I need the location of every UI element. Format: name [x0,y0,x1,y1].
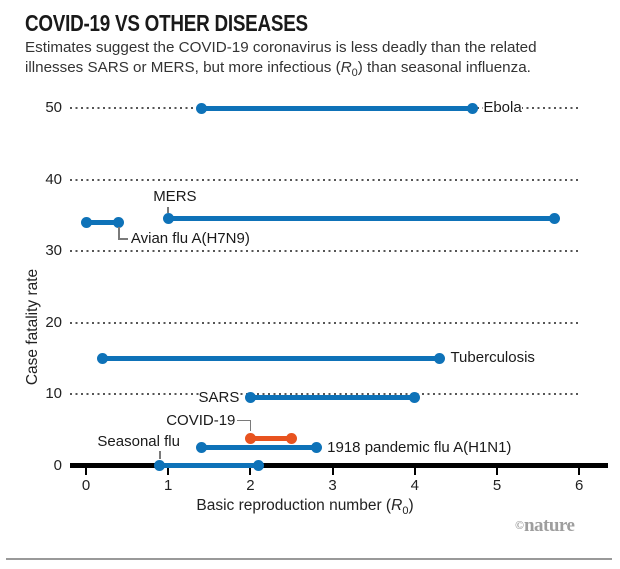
x-axis-r0-subscript: 0 [402,505,409,518]
x-axis-title: Basic reproduction number (R0) [130,497,480,517]
leader-line [118,227,120,240]
disease-dot [253,460,265,471]
leader-line [167,206,169,214]
x-axis-tick [496,467,498,475]
disease-bar-mers [168,216,555,222]
subtitle-r0-subscript: 0 [351,67,358,80]
bottom-divider [6,558,612,560]
x-axis-line [70,463,608,468]
subtitle-line1: Estimates suggest the COVID-19 coronavir… [25,39,537,56]
x-axis-r0-symbol: R [391,497,403,514]
nature-credit: ©nature [515,515,575,537]
x-tick-label: 5 [492,477,502,494]
disease-bar-seasonal-flu [159,463,259,468]
disease-label-mers: MERS [153,187,197,206]
leader-line [118,238,129,240]
gridline [70,321,580,324]
x-tick-label: 6 [575,477,584,494]
gridline [70,250,580,252]
disease-label-covid-19: COVID-19 [166,411,236,430]
credit-brand: nature [523,515,575,536]
disease-bar-avian-flu-a-h7n9 [86,219,119,225]
copyright-icon: © [515,518,524,532]
disease-dot [244,432,256,444]
disease-dot [96,352,108,364]
leader-line [237,419,251,422]
leader-line [249,420,252,432]
disease-label-seasonal-flu: Seasonal flu [97,432,180,451]
gridline [70,393,580,395]
disease-dot [113,216,125,228]
subtitle-r0-symbol: R [340,59,352,76]
disease-dot [80,216,92,228]
x-tick-label: 1 [164,477,173,494]
x-axis-tick [167,467,170,475]
disease-label-1918-pandemic-flu-a-h1n1: 1918 pandemic flu A(H1N1) [327,438,512,457]
y-tick-label: 10 [45,385,62,402]
disease-label-ebola: Ebola [483,99,522,117]
x-axis-tick [413,467,416,475]
disease-dot [433,352,445,364]
x-axis-title-pre: Basic reproduction number ( [196,497,392,514]
disease-label-avian-flu-a-h7n9: Avian flu A(H7N9) [130,230,250,249]
disease-bar-ebola [201,105,473,111]
y-tick-label: 20 [45,313,62,331]
x-tick-label: 2 [246,477,255,494]
disease-bar-1918-pandemic-flu-a-h1n1 [201,445,317,451]
subtitle-line2-post: ) than seasonal influenza. [357,59,531,76]
disease-dot [466,102,478,114]
disease-dot [154,460,166,471]
disease-label-tuberculosis: Tuberculosis [450,349,535,368]
disease-label-sars: SARS [198,388,240,407]
page-title: COVID-19 VS OTHER DISEASES [25,10,308,36]
chart-subtitle: Estimates suggest the COVID-19 coronavir… [25,38,537,83]
gridline [70,178,580,181]
disease-dot [549,213,561,225]
disease-dot [162,213,174,225]
disease-dot [195,442,207,454]
x-axis-tick [249,467,252,475]
y-tick-label: 30 [45,242,62,259]
x-axis-tick [85,467,87,475]
disease-dot [195,102,207,114]
subtitle-line2-pre: illnesses SARS or MERS, but more infecti… [25,59,341,76]
x-tick-label: 4 [410,477,419,494]
x-tick-label: 0 [81,477,91,494]
disease-dot [310,442,322,454]
y-axis-title: Case fatality rate [24,268,41,386]
disease-bar-covid-19 [250,435,292,441]
y-tick-label: 40 [45,170,62,188]
x-tick-label: 3 [328,477,337,494]
disease-dot [244,392,256,404]
disease-bar-tuberculosis [102,355,440,361]
x-axis-tick [331,467,334,475]
y-tick-label: 50 [45,99,62,116]
x-axis-title-post: ) [408,497,414,514]
leader-line [159,450,161,459]
disease-dot [409,392,421,404]
disease-dot [286,432,297,444]
disease-bar-sars [250,395,415,401]
y-tick-label: 0 [53,456,62,474]
x-axis-tick [578,467,581,475]
